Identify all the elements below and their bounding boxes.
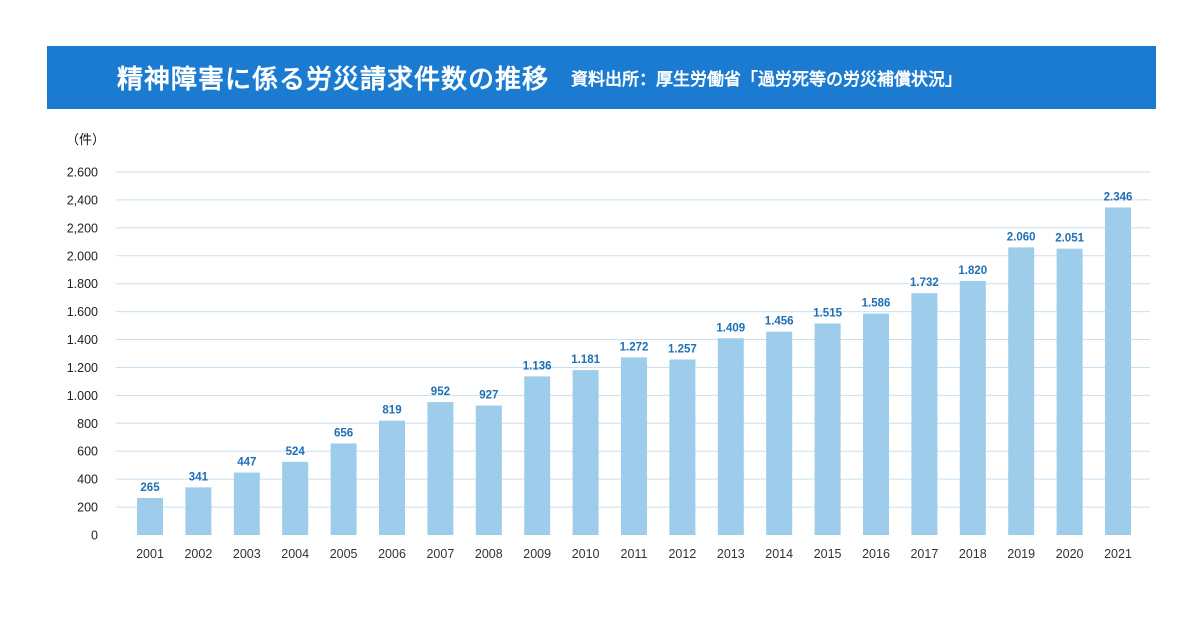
x-tick-label: 2003 — [233, 547, 261, 561]
y-tick-label: 2,400 — [67, 193, 98, 207]
y-tick-label: 1.800 — [67, 277, 98, 291]
x-tick-label: 2021 — [1104, 547, 1132, 561]
data-label: 656 — [334, 427, 353, 439]
x-tick-label: 2013 — [717, 547, 745, 561]
bar — [379, 420, 405, 535]
bar — [1105, 207, 1131, 535]
y-tick-label: 2.600 — [67, 166, 98, 180]
x-tick-label: 2001 — [136, 547, 164, 561]
y-axis-ticks: 0 200 400 600 800 1.000 1.200 1.400 1.600 1.800 2.… — [67, 166, 98, 543]
data-label: 2.346 — [1104, 191, 1133, 203]
bar — [572, 370, 599, 535]
x-tick-label: 2020 — [1056, 547, 1084, 561]
data-label: 1.181 — [571, 354, 600, 366]
data-label: 1.257 — [668, 344, 697, 356]
x-axis-ticks: 2001 2002 2003 2004 2005 2006 2007 2008 2009 2010… — [136, 547, 1132, 561]
bar — [621, 357, 647, 535]
x-tick-label: 2011 — [621, 547, 648, 561]
bar — [814, 323, 841, 535]
y-tick-label: 1.400 — [67, 333, 98, 347]
x-tick-label: 2015 — [814, 547, 842, 561]
bar — [959, 280, 986, 535]
bar — [137, 498, 163, 535]
y-tick-label: 1.600 — [67, 305, 98, 319]
x-tick-label: 2018 — [959, 547, 987, 561]
x-tick-label: 2006 — [378, 547, 406, 561]
data-label: 1.586 — [862, 298, 891, 310]
x-tick-label: 2017 — [910, 547, 938, 561]
data-label: 341 — [189, 471, 209, 483]
bar — [911, 293, 938, 535]
bar — [669, 359, 696, 535]
data-labels: 265 341 447 524 656 819 952 927 1.136 1.181 1.272 1… — [140, 191, 1132, 494]
bar — [233, 472, 260, 535]
data-label: 1.136 — [523, 360, 552, 372]
x-tick-label: 2005 — [330, 547, 358, 561]
y-tick-label: 1.200 — [67, 361, 98, 375]
bar — [1008, 247, 1035, 535]
x-tick-label: 2002 — [184, 547, 212, 561]
bars — [137, 207, 1131, 535]
bar — [282, 461, 309, 535]
x-tick-label: 2016 — [862, 547, 890, 561]
y-tick-label: 600 — [77, 445, 98, 459]
data-label: 927 — [479, 390, 498, 402]
y-tick-label: 200 — [77, 501, 98, 515]
y-tick-label: 400 — [77, 473, 98, 487]
data-label: 819 — [382, 405, 401, 417]
x-tick-label: 2004 — [281, 547, 309, 561]
y-tick-label: 0 — [91, 529, 98, 543]
bar — [766, 331, 793, 535]
data-label: 1.820 — [958, 265, 987, 277]
chart-title: 精神障害に係る労災請求件数の推移 — [117, 65, 550, 95]
data-label: 1.409 — [716, 322, 745, 334]
bar — [863, 313, 889, 535]
data-label: 952 — [431, 386, 450, 398]
title-banner: 精神障害に係る労災請求件数の推移 資料出所：厚生労働省「過労死等の労災補償状況」 — [47, 46, 1156, 109]
y-tick-label: 1.000 — [67, 389, 98, 403]
x-tick-label: 2009 — [523, 547, 551, 561]
data-label: 1.272 — [620, 341, 649, 353]
data-label: 2.060 — [1007, 231, 1036, 243]
x-tick-label: 2019 — [1007, 547, 1035, 561]
source-note: 資料出所：厚生労働省「過労死等の労災補償状況」 — [571, 70, 963, 90]
x-tick-label: 2012 — [668, 547, 696, 561]
data-label: 524 — [286, 446, 306, 458]
bar — [185, 487, 212, 535]
bar — [524, 376, 551, 535]
data-label: 1.732 — [910, 277, 939, 289]
x-tick-label: 2014 — [765, 547, 793, 561]
x-tick-label: 2010 — [572, 547, 600, 561]
data-label: 1.456 — [765, 316, 794, 328]
bar — [717, 338, 744, 535]
data-label: 447 — [237, 457, 256, 469]
y-unit-label: （件） — [66, 133, 105, 148]
y-tick-label: 2,200 — [67, 221, 98, 235]
y-tick-label: 800 — [77, 417, 98, 431]
bar — [427, 402, 454, 535]
data-label: 2.051 — [1055, 233, 1084, 245]
data-label: 1.515 — [813, 307, 842, 319]
y-tick-label: 2.000 — [67, 249, 98, 263]
x-tick-label: 2007 — [426, 547, 454, 561]
bar — [475, 405, 502, 535]
bar — [1056, 248, 1083, 535]
bar — [330, 443, 357, 535]
data-label: 265 — [140, 482, 160, 494]
x-tick-label: 2008 — [475, 547, 503, 561]
